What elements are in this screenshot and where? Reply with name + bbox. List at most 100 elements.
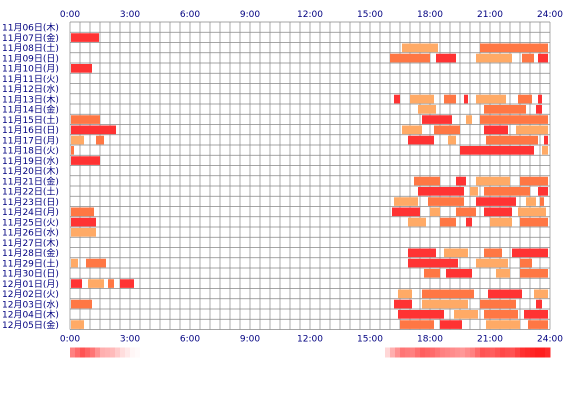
activity-segment [402, 125, 422, 135]
activity-segment [520, 258, 532, 268]
activity-segment [524, 310, 548, 319]
activity-segment [528, 320, 548, 329]
density-cell [85, 347, 91, 358]
activity-segment [430, 207, 440, 217]
density-cell [170, 347, 176, 358]
activity-segment [418, 105, 436, 114]
row-date-label: 11月11日(火) [2, 74, 59, 85]
activity-segment [526, 197, 536, 206]
activity-segment [456, 176, 466, 186]
row-date-label: 12月04日(木) [2, 309, 59, 321]
activity-segment [96, 135, 104, 145]
row-date-label: 11月24日(月) [2, 207, 59, 218]
activity-segment [71, 64, 92, 73]
bottom-tick-label: 0:00 [60, 335, 80, 345]
row-date-label: 11月25日(火) [2, 217, 59, 228]
activity-segment [408, 135, 434, 145]
activity-segment [484, 105, 526, 114]
activity-segment [436, 53, 456, 63]
density-cell [390, 347, 396, 358]
density-cell [130, 347, 136, 358]
density-cell [290, 347, 296, 358]
activity-segment [520, 217, 548, 227]
top-tick-label: 18:00 [417, 10, 443, 20]
density-cell [530, 347, 536, 358]
density-cell [250, 347, 256, 358]
activity-segment [520, 269, 548, 278]
row-date-label: 11月15日(土) [2, 114, 59, 126]
density-cell [295, 347, 301, 358]
activity-segment [410, 94, 434, 104]
density-cell [510, 347, 516, 358]
activity-segment [536, 299, 542, 309]
activity-segment [540, 197, 544, 206]
activity-segment [434, 125, 460, 135]
row-date-label: 12月05日(金) [2, 319, 59, 331]
density-cell [475, 347, 481, 358]
density-cell [205, 347, 211, 358]
activity-segment [454, 310, 478, 319]
activity-segment [538, 94, 542, 104]
density-cell [375, 347, 381, 358]
activity-segment [414, 176, 440, 186]
row-date-label: 11月21日(金) [2, 175, 59, 187]
density-cell [465, 347, 471, 358]
density-cell [305, 347, 311, 358]
density-cell [440, 347, 446, 358]
density-cell [160, 347, 166, 358]
top-axis-ticks: 0:00 3:00 6:00 9:00 12:00 15:00 18:00 21:00 24:0… [60, 10, 563, 20]
activity-segment [422, 115, 452, 124]
bottom-tick-label: 18:00 [417, 335, 443, 345]
bottom-axis-ticks: 0:00 3:00 6:00 9:00 12:00 15:00 18:00 21:00 24:0… [60, 335, 563, 345]
activity-segment [424, 269, 440, 278]
bottom-tick-label: 3:00 [120, 335, 140, 345]
activity-segment [108, 279, 114, 288]
density-cell [435, 347, 441, 358]
activity-segment [71, 228, 96, 237]
activity-segment [71, 115, 100, 124]
activity-segment [512, 248, 548, 258]
row-date-label: 12月01日(月) [2, 279, 59, 290]
density-cell [245, 347, 251, 358]
density-cell [235, 347, 241, 358]
density-cell [115, 347, 121, 358]
activity-segment [488, 289, 522, 299]
density-cell [395, 347, 401, 358]
activity-segment [476, 94, 506, 104]
activity-segment [476, 258, 508, 268]
activity-segment [520, 176, 548, 186]
density-cell [165, 347, 171, 358]
activity-segment [428, 197, 464, 206]
activity-segment [518, 207, 546, 217]
row-labels: 11月06日(木)11月07日(金)11月08日(土)11月09日(日)11月1… [2, 22, 59, 331]
bottom-tick-label: 24:00 [537, 335, 563, 345]
density-cell [80, 347, 86, 358]
chart-grid [69, 21, 551, 330]
row-date-label: 11月27日(木) [2, 237, 59, 249]
activity-segment [484, 310, 518, 319]
activity-segment [71, 217, 96, 227]
density-cell [300, 347, 306, 358]
density-cell [285, 347, 291, 358]
density-cell [255, 347, 261, 358]
activity-segment [534, 289, 548, 299]
activity-segment [120, 279, 134, 288]
row-date-label: 11月20日(木) [2, 165, 59, 177]
activity-segment [518, 94, 532, 104]
density-cell [200, 347, 206, 358]
density-cell [70, 347, 76, 358]
density-cell [415, 347, 421, 358]
activity-segment [444, 248, 468, 258]
activity-segment [71, 299, 92, 309]
activity-segment [402, 43, 438, 53]
activity-segment [538, 187, 548, 196]
activity-segment [71, 33, 99, 42]
activity-segment [484, 125, 508, 135]
density-cell [405, 347, 411, 358]
activity-segment [71, 258, 78, 268]
activity-segment [422, 289, 474, 299]
activity-segment [88, 279, 104, 288]
density-cell [370, 347, 376, 358]
bottom-tick-label: 21:00 [477, 335, 503, 345]
activity-segment [398, 310, 444, 319]
